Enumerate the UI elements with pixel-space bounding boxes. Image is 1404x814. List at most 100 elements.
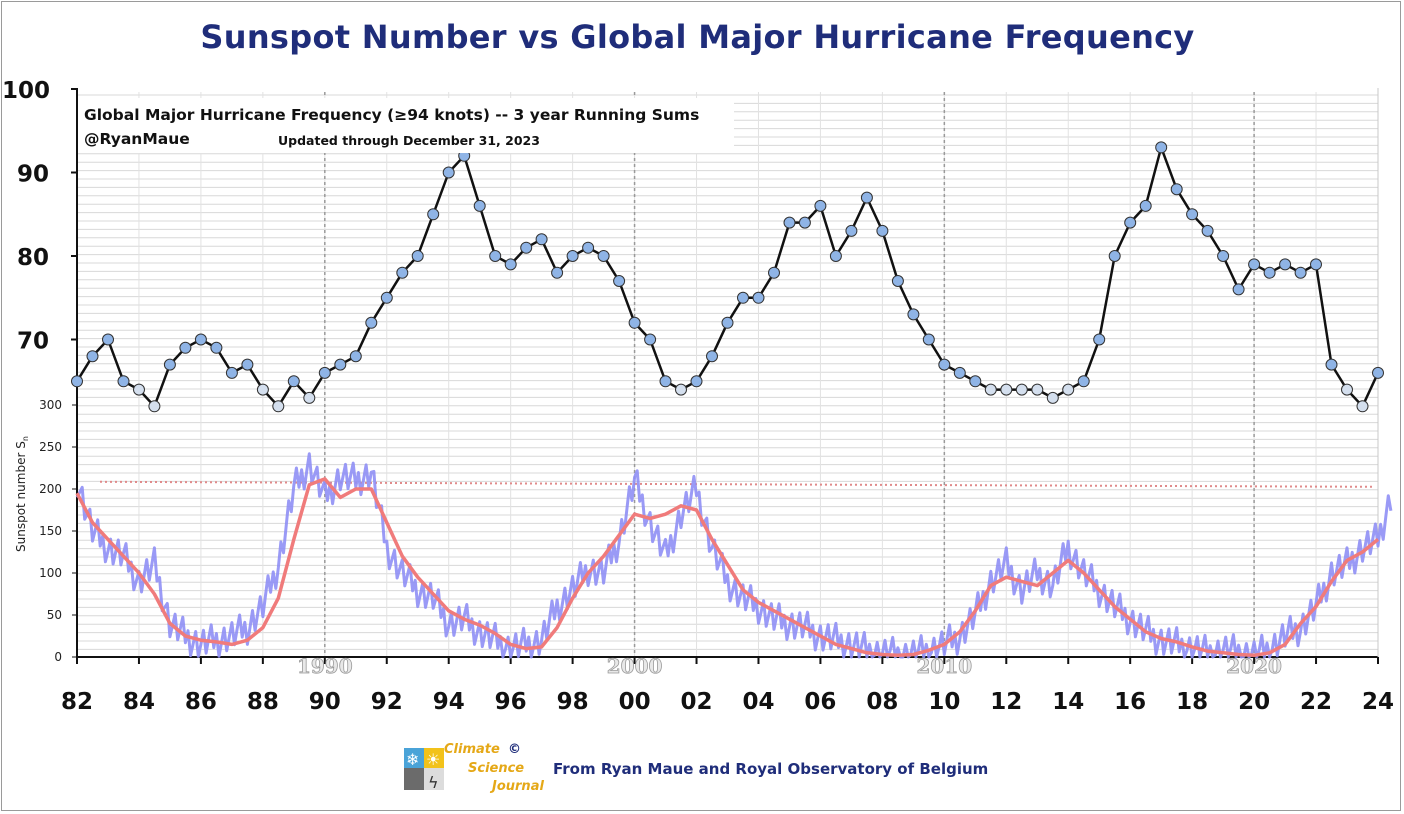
hurricane-point	[1124, 216, 1137, 229]
svg-text:ϟ: ϟ	[428, 773, 439, 792]
decade-label: 2010	[916, 654, 972, 678]
x-tick-label: 06	[804, 689, 836, 715]
hurricane-point	[783, 216, 796, 229]
x-tick-label: 20	[1238, 689, 1270, 715]
tick-labels: 100 90 80 70 300 250 200 150 100 50 0 82 84 86 88 90 92 9…	[2, 78, 1394, 715]
hurricane-point	[179, 341, 192, 354]
x-tick-label: 96	[495, 689, 527, 715]
hurricane-point	[613, 275, 626, 287]
reference-dotted-line	[99, 480, 1373, 488]
sunspot-tick-label: 100	[39, 566, 62, 580]
hurricane-point	[752, 291, 765, 304]
hurricane-point	[365, 316, 378, 329]
hurricane-point	[938, 358, 951, 371]
hurricane-point	[1248, 258, 1261, 271]
hurricane-point	[860, 191, 873, 204]
logo-word-science: Science	[468, 761, 525, 776]
hurricane-point	[1232, 283, 1245, 296]
x-tick-label: 98	[557, 689, 589, 715]
hurricane-point	[551, 266, 564, 279]
chart-title: Sunspot Number vs Global Major Hurricane…	[200, 18, 1195, 56]
hurricane-point	[210, 341, 223, 354]
decade-label: 2020	[1226, 654, 1282, 678]
x-tick-label: 94	[433, 689, 465, 715]
hurricane-point	[1294, 266, 1307, 279]
sunspot-tick-label: 300	[39, 398, 62, 412]
hurricane-point	[1279, 258, 1292, 271]
sunspot-tick-label: 200	[39, 482, 62, 496]
hurricane-point	[349, 350, 362, 363]
x-tick-label: 12	[990, 689, 1022, 715]
hurricane-point	[768, 266, 780, 279]
hurricane-point	[241, 358, 254, 371]
x-tick-label: 82	[61, 689, 93, 715]
hurricane-point	[690, 375, 703, 388]
x-tick-label: 16	[1114, 689, 1146, 715]
hurricane-point	[1170, 183, 1183, 196]
hurricane-series	[71, 141, 1384, 413]
x-tick-label: 22	[1300, 689, 1332, 715]
hurricane-point	[628, 316, 641, 329]
hurricane-point	[721, 316, 734, 329]
sunspot-monthly-line	[75, 452, 1393, 659]
hurricane-point	[380, 291, 393, 304]
hurricane-point	[845, 224, 858, 237]
x-tick-label: 08	[866, 689, 898, 715]
attribution-text: From Ryan Maue and Royal Observatory of …	[553, 760, 989, 778]
x-tick-label: 10	[928, 689, 960, 715]
hurricane-point	[520, 241, 533, 254]
hurricane-point	[1062, 383, 1075, 396]
hurricane-point	[566, 250, 579, 262]
hurricane-point	[1325, 358, 1338, 371]
x-tick-label: 04	[742, 689, 774, 715]
logo-copyright-icon: ©	[508, 742, 521, 757]
hurricane-point	[1108, 250, 1121, 262]
hurricane-point	[303, 391, 316, 404]
hurricane-point	[256, 383, 269, 396]
hurricane-point	[876, 224, 889, 237]
hurricane-point	[922, 333, 935, 346]
hurricane-point	[1310, 258, 1322, 271]
hurricane-point	[1356, 400, 1369, 413]
hurricane-point	[287, 375, 300, 388]
hurricane-point	[194, 333, 207, 346]
axes	[71, 88, 1379, 664]
hurricane-point	[907, 308, 920, 321]
svg-text:❄: ❄	[406, 750, 419, 769]
hurricane-point	[1217, 250, 1230, 262]
decade-label: 2000	[607, 654, 663, 678]
hurricane-point	[597, 250, 610, 262]
hurricane-point	[473, 199, 486, 212]
sunspot-axis-label-text: Sunspot number S	[14, 441, 28, 552]
hurricane-point	[1372, 366, 1384, 379]
hurricane-point	[829, 250, 842, 262]
hurricane-point	[427, 208, 440, 221]
hurricane-point	[706, 350, 718, 363]
x-tick-label: 84	[123, 689, 155, 715]
hurricane-point	[1341, 383, 1353, 396]
sunspot-tick-label: 50	[47, 608, 62, 622]
sunspot-smoothed-line	[75, 477, 1380, 658]
hurricane-point	[86, 350, 99, 363]
hurricane-point	[133, 383, 145, 396]
climate-science-journal-logo: ❄ ☀ ϟ Climate © Science Journal	[398, 740, 558, 798]
logo-emblem-icon: ❄ ☀ ϟ	[404, 748, 444, 792]
hurricane-point	[1000, 383, 1013, 396]
x-tick-label: 88	[247, 689, 279, 715]
hurricane-point	[1046, 391, 1059, 404]
hurricane-point	[163, 358, 176, 371]
hurricane-point	[969, 375, 982, 388]
logo-word-climate: Climate	[444, 742, 500, 757]
hurricane-point	[318, 366, 331, 379]
hurricane-point	[148, 400, 161, 413]
inset-box: Global Major Hurricane Frequency (≥94 kn…	[78, 98, 734, 153]
inset-line2: @RyanMaue	[84, 130, 190, 148]
hurricane-point	[102, 333, 114, 346]
hurricane-point	[272, 400, 285, 413]
x-tick-label: 00	[619, 689, 651, 715]
hurricane-point	[334, 358, 347, 371]
sunspot-tick-label: 150	[39, 524, 62, 538]
sunspot-axis-label: Sunspot number Sn	[14, 436, 30, 552]
